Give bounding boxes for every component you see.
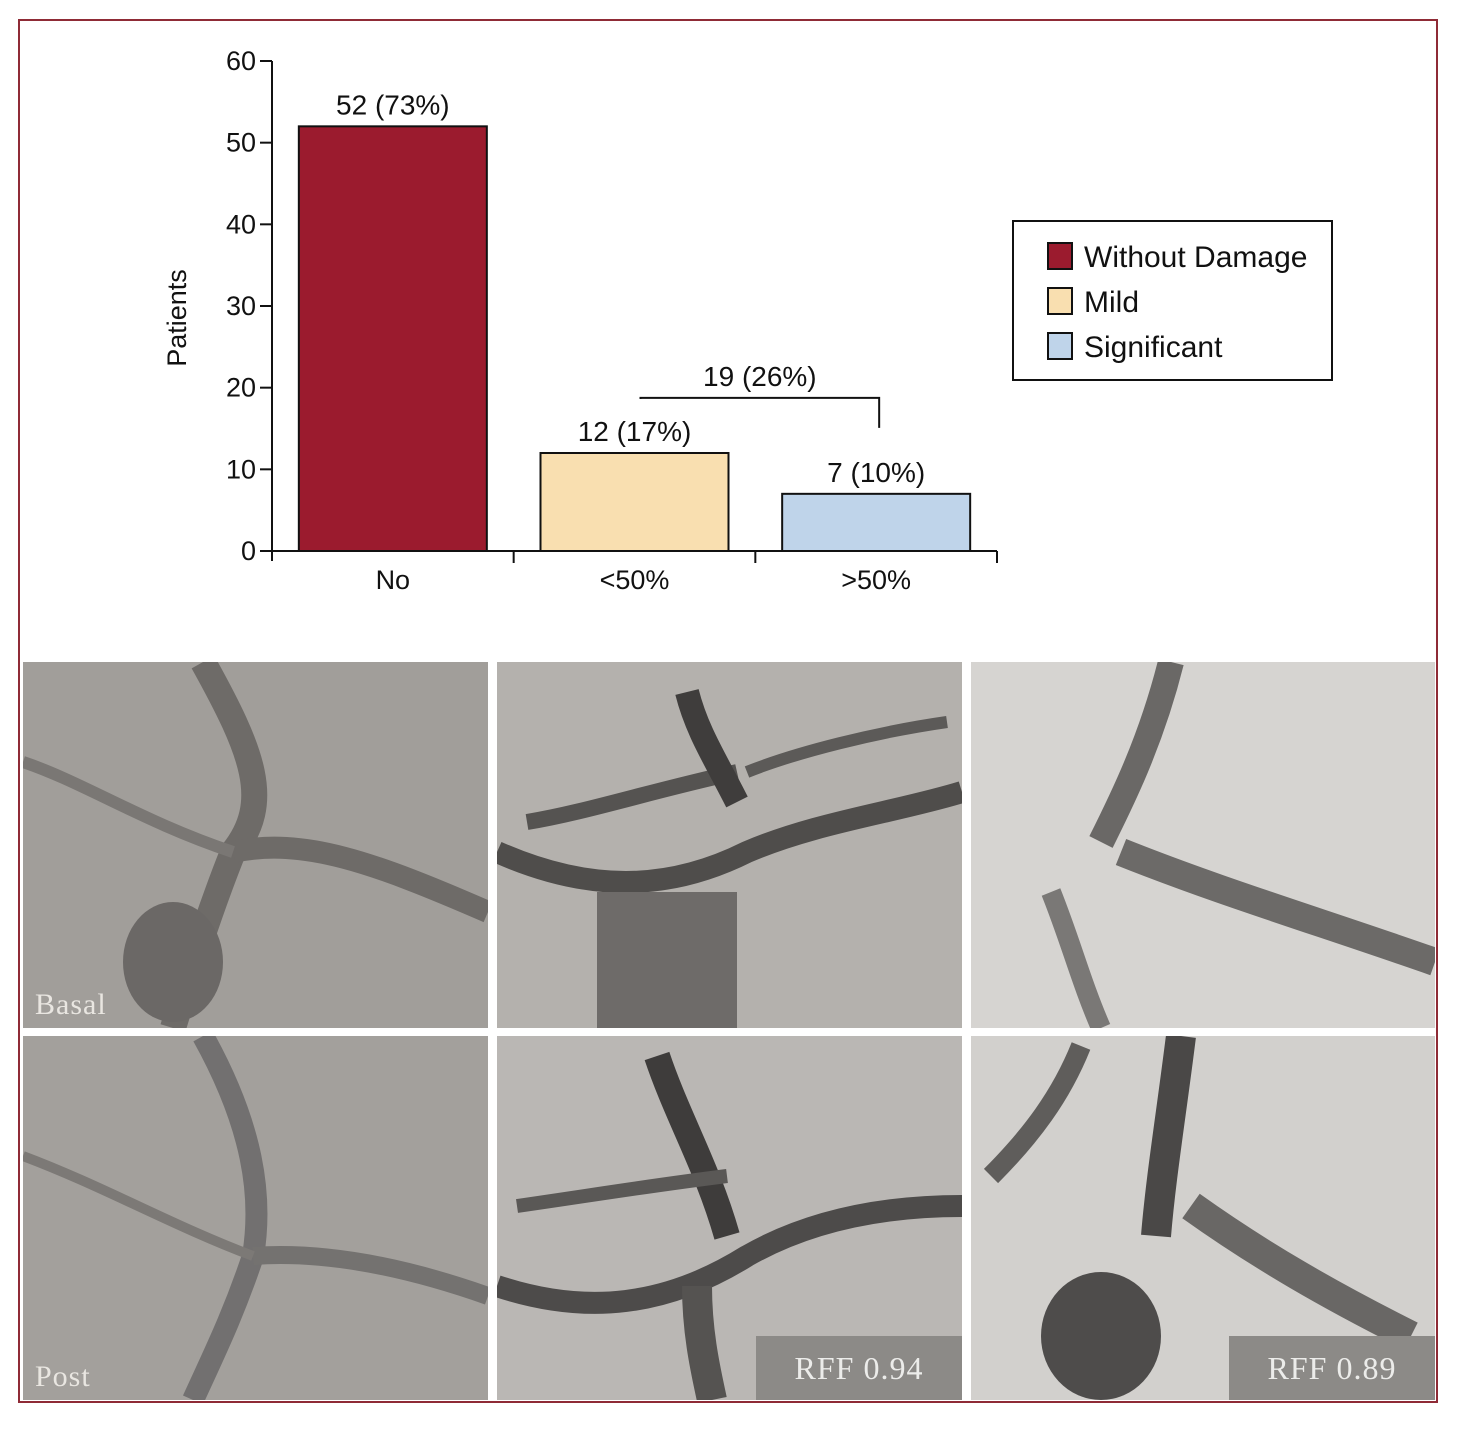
legend-label: Significant — [1084, 331, 1223, 364]
bar — [781, 492, 972, 553]
rff-value-middle: RFF 0.94 — [756, 1336, 962, 1400]
figure-frame — [18, 19, 1438, 1403]
legend: Without Damage Mild Significant — [1012, 220, 1333, 381]
x-tick-label: No — [376, 565, 411, 595]
legend-label: Without Damage — [1084, 241, 1307, 274]
panel-label-basal: Basal — [35, 988, 107, 1021]
legend-swatch — [1047, 242, 1073, 270]
angiogram-image — [497, 662, 962, 1028]
y-tick-label: 60 — [226, 46, 256, 76]
x-tick-label: >50% — [841, 565, 911, 595]
bars: 52 (73%) 12 (17%) 7 (10%) — [297, 89, 972, 553]
y-axis: 0 10 20 30 40 50 60 — [226, 46, 273, 566]
panel-label-post: Post — [35, 1360, 91, 1393]
panel-post-left: Post — [23, 1036, 488, 1400]
y-axis-title: Patients — [162, 269, 192, 367]
angiogram-image — [23, 1036, 488, 1400]
angiogram-image — [23, 662, 488, 1028]
panel-post-middle: RFF 0.94 — [497, 1036, 962, 1400]
panel-basal-right — [971, 662, 1435, 1028]
bracket-line — [639, 396, 881, 428]
angiogram-image — [971, 662, 1435, 1028]
bracket-label: 19 (26%) — [703, 361, 817, 392]
bar — [539, 452, 730, 552]
y-tick-label: 40 — [226, 209, 256, 239]
angiogram-image — [971, 1036, 1435, 1400]
x-tick-label: <50% — [600, 565, 670, 595]
y-tick-label: 20 — [226, 373, 256, 403]
panel-basal-middle — [497, 662, 962, 1028]
y-tick-label: 0 — [241, 536, 256, 566]
legend-label: Mild — [1084, 286, 1139, 319]
legend-swatch — [1047, 332, 1073, 360]
bar-chart: 0 10 20 30 40 50 60 No <50% >50% 52 (73%) 12 (17%… — [162, 46, 1333, 595]
bar-data-label: 7 (10%) — [827, 457, 925, 488]
bar-data-label: 52 (73%) — [336, 89, 450, 120]
bracket: 19 (26%) — [639, 361, 881, 428]
y-tick-label: 30 — [226, 291, 256, 321]
legend-swatch — [1047, 287, 1073, 315]
panel-basal-left: Basal — [23, 662, 488, 1028]
bar-data-label: 12 (17%) — [578, 416, 692, 447]
panel-post-right: RFF 0.89 — [971, 1036, 1435, 1400]
bar — [297, 125, 488, 552]
y-tick-label: 10 — [226, 454, 256, 484]
y-tick-label: 50 — [226, 128, 256, 158]
x-axis: No <50% >50% — [272, 550, 998, 595]
rff-value-right: RFF 0.89 — [1229, 1336, 1435, 1400]
